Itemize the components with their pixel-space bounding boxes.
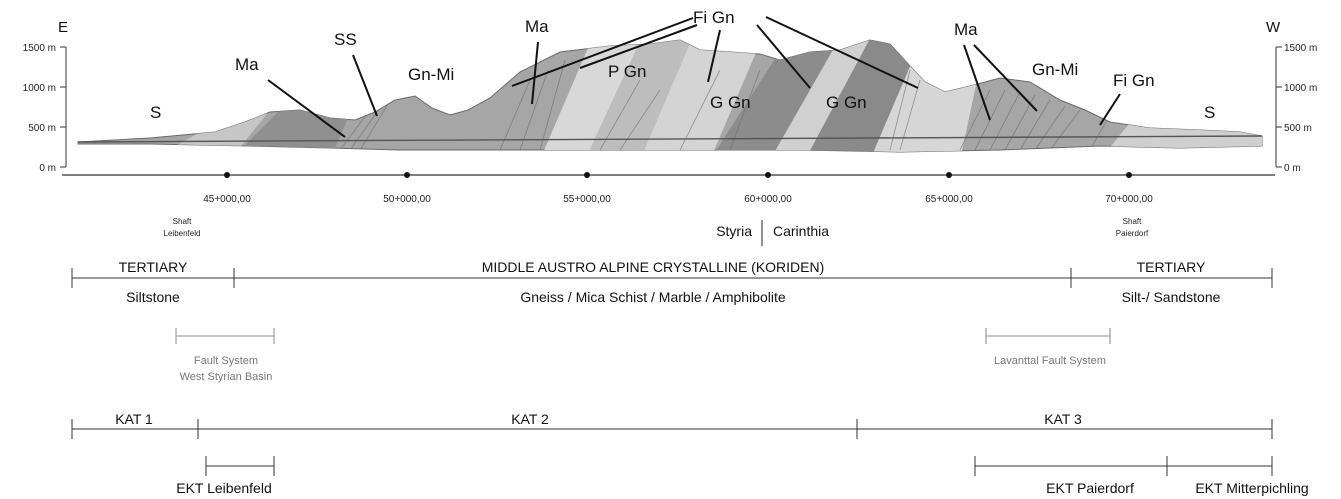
chainage-marker-60 (765, 172, 771, 178)
leader-ma-3a (963, 44, 991, 121)
rock-label-gn-mi-2: Gn-Mi (1032, 60, 1078, 79)
leader-fi-gn-4 (756, 24, 811, 89)
ekt-band: EKT Leibenfeld EKT Paierdorf EKT Mitterp… (176, 456, 1309, 496)
chainage-axis: 45+000,00 50+000,00 55+000,00 60+000,00 … (62, 172, 1275, 205)
kat-3-label: KAT 3 (1044, 411, 1082, 427)
rock-band-light-3 (770, 40, 880, 152)
shaft-paierdorf-line1: Shaft (1123, 217, 1142, 226)
rock-label-ma-2: Ma (525, 17, 549, 36)
rock-label-gn-mi-1: Gn-Mi (408, 65, 454, 84)
elevation-label-500-left: 500 m (28, 123, 56, 134)
shaft-leibenfeld-line2: Leibenfeld (164, 229, 201, 238)
mountain-profile (77, 39, 1263, 153)
ekt-leibenfeld-label: EKT Leibenfeld (176, 480, 271, 496)
fault-west-line1: Fault System (194, 355, 258, 367)
rock-label-s-right: S (1204, 103, 1215, 122)
region-styria: Styria (716, 223, 752, 239)
chainage-marker-65 (946, 172, 952, 178)
rock-label-ma-1: Ma (235, 55, 259, 74)
band-tertiary-right: TERTIARY (1137, 259, 1206, 275)
elevation-label-0-right: 0 m (1284, 163, 1301, 174)
rock-band-dark-2 (805, 40, 930, 152)
band-siltstone: Siltstone (126, 289, 180, 305)
elevation-label-500-right: 500 m (1284, 123, 1312, 134)
region-carinthia: Carinthia (773, 223, 829, 239)
elevation-label-1000-left: 1000 m (23, 83, 56, 94)
elevation-scale-left: 1500 m 1000 m 500 m 0 m (23, 43, 67, 174)
rock-band-right-light (1100, 110, 1262, 152)
rock-band-light-2 (640, 40, 770, 152)
rock-label-g-gn-2: G Gn (826, 93, 867, 112)
direction-west: W (1266, 19, 1281, 36)
rock-label-s-left: S (150, 103, 161, 122)
leader-ma-2 (531, 41, 539, 105)
rock-label-p-gn: P Gn (608, 62, 646, 81)
chainage-marker-55 (584, 172, 590, 178)
kat-band: KAT 1 KAT 2 KAT 3 (71, 411, 1273, 439)
tunnel-axis (77, 135, 1263, 143)
fault-system-lavanttal: Lavanttal Fault System (985, 328, 1111, 367)
leader-fi-gn-5 (765, 16, 919, 89)
chainage-label-55: 55+000,00 (563, 194, 611, 205)
rock-band-mid-1 (585, 40, 700, 152)
rock-band-light-1 (540, 40, 650, 152)
elevation-label-1500-right: 1500 m (1284, 43, 1317, 54)
rock-labels: S Ma SS Gn-Mi Ma Fi Gn P Gn G Gn G Gn Ma… (150, 8, 1215, 138)
geology-band: TERTIARY MIDDLE AUSTRO ALPINE CRYSTALLIN… (71, 259, 1273, 305)
fault-system-west-styrian: Fault System West Styrian Basin (175, 328, 275, 383)
fault-lavanttal-label: Lavanttal Fault System (994, 355, 1106, 367)
elevation-label-1500-left: 1500 m (23, 43, 56, 54)
elevation-label-0-left: 0 m (39, 163, 56, 174)
leader-ma-3b (973, 44, 1038, 112)
band-silt-sandstone: Silt-/ Sandstone (1122, 289, 1221, 305)
leader-fi-gn-2 (579, 24, 698, 69)
chainage-label-45: 45+000,00 (203, 194, 251, 205)
fault-west-line2: West Styrian Basin (180, 371, 273, 383)
band-tertiary-left: TERTIARY (119, 259, 188, 275)
band-middle-austro-alpine: MIDDLE AUSTRO ALPINE CRYSTALLINE (KORIDE… (482, 259, 825, 275)
leader-ma-1 (267, 79, 346, 138)
leader-ss (352, 54, 378, 117)
chainage-label-65: 65+000,00 (925, 194, 973, 205)
rock-label-g-gn-1: G Gn (710, 93, 751, 112)
chainage-marker-70 (1126, 172, 1132, 178)
elevation-scale-right: 1500 m 1000 m 500 m 0 m (1275, 43, 1317, 174)
rock-label-ss: SS (334, 30, 357, 49)
band-gneiss: Gneiss / Mica Schist / Marble / Amphibol… (520, 289, 786, 305)
shaft-leibenfeld-line1: Shaft (173, 217, 192, 226)
rock-band-dark-1 (710, 40, 850, 152)
chainage-label-50: 50+000,00 (383, 194, 431, 205)
leader-fi-gn-right (1099, 93, 1121, 126)
shaft-paierdorf-line2: Paierdorf (1116, 229, 1149, 238)
chainage-label-60: 60+000,00 (744, 194, 792, 205)
rock-label-ma-3: Ma (954, 20, 978, 39)
chainage-marker-45 (224, 172, 230, 178)
direction-east: E (58, 19, 68, 36)
rock-label-fi-gn-right: Fi Gn (1113, 71, 1155, 90)
leader-fi-gn-3 (707, 29, 721, 83)
ekt-mitterpichling-label: EKT Mitterpichling (1195, 480, 1308, 496)
kat-1-label: KAT 1 (115, 411, 153, 427)
rock-label-fi-gn-top: Fi Gn (693, 8, 735, 27)
chainage-label-70: 70+000,00 (1105, 194, 1153, 205)
chainage-marker-50 (404, 172, 410, 178)
ekt-paierdorf-label: EKT Paierdorf (1046, 480, 1134, 496)
elevation-label-1000-right: 1000 m (1284, 83, 1317, 94)
leader-fi-gn-1 (511, 17, 694, 87)
kat-2-label: KAT 2 (511, 411, 549, 427)
